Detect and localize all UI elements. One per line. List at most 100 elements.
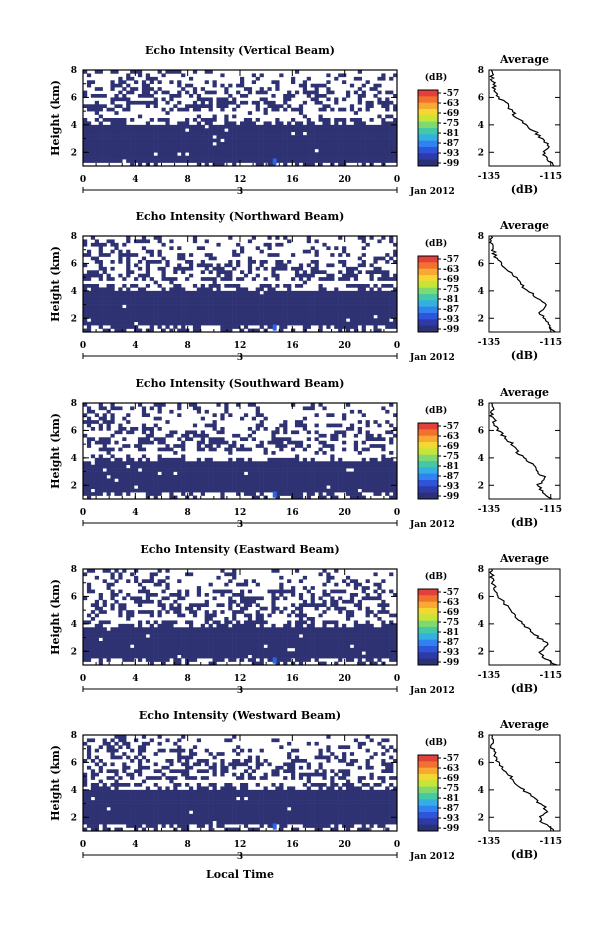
echo-cell	[302, 485, 308, 490]
echo-cell	[306, 461, 311, 466]
echo-cell	[181, 637, 186, 642]
echo-cell	[177, 641, 182, 645]
echo-cell	[86, 461, 92, 466]
echo-cell	[188, 403, 194, 407]
echo-cell	[373, 471, 378, 476]
echo-cell	[220, 627, 225, 632]
echo-cell	[157, 447, 162, 452]
echo-cell	[137, 290, 143, 295]
echo-cell	[302, 427, 308, 431]
echo-cell	[196, 464, 202, 469]
echo-cell	[86, 495, 92, 500]
echo-cell	[287, 471, 292, 476]
echo-cell	[86, 444, 92, 448]
echo-cell	[283, 155, 288, 160]
echo-cell	[381, 454, 386, 459]
echo-cell	[224, 138, 229, 143]
echo-cell	[275, 83, 280, 88]
echo-cell	[145, 654, 151, 659]
echo-cell	[369, 471, 374, 476]
echo-cell	[228, 314, 233, 319]
echo-cell	[279, 318, 284, 323]
echo-cell	[145, 318, 151, 323]
echo-cell	[122, 603, 127, 608]
echo-cell	[271, 641, 276, 645]
echo-cell	[279, 242, 284, 247]
echo-cell	[330, 471, 335, 476]
echo-cell	[232, 97, 237, 102]
echo-cell	[216, 630, 221, 635]
echo-cell	[192, 100, 198, 105]
echo-cell	[302, 155, 308, 160]
echo-cell	[271, 623, 276, 628]
echo-cell	[247, 321, 253, 326]
echo-cell	[294, 297, 300, 302]
echo-cell	[106, 287, 111, 292]
echo-cell	[271, 290, 276, 295]
echo-cell	[192, 131, 198, 136]
echo-cell	[86, 155, 92, 160]
echo-cell	[212, 471, 217, 476]
echo-cell	[83, 641, 88, 645]
echo-cell	[318, 287, 323, 292]
echo-cell	[216, 314, 221, 319]
echo-cell	[157, 159, 162, 163]
echo-cell	[196, 593, 202, 597]
echo-cell	[338, 138, 343, 143]
avg-frame	[488, 402, 561, 500]
echo-cell	[314, 314, 319, 319]
echo-cell	[114, 430, 119, 435]
avg-profile-line	[488, 69, 555, 167]
echo-cell	[212, 613, 217, 618]
colorbar-swatch	[418, 115, 438, 123]
echo-cell	[385, 311, 390, 316]
echo-cell	[130, 70, 135, 74]
echo-cell	[294, 128, 300, 133]
echo-cell	[271, 630, 276, 635]
echo-cell	[114, 83, 119, 88]
echo-cell	[294, 90, 300, 95]
echo-cell	[251, 647, 256, 652]
echo-cell	[188, 263, 194, 268]
echo-cell	[137, 148, 143, 153]
echo-cell	[102, 94, 107, 98]
date-label: Jan 2012	[409, 353, 455, 363]
echo-cell	[137, 124, 143, 129]
echo-cell	[200, 485, 205, 490]
echo-cell	[204, 131, 209, 136]
echo-cell	[204, 464, 209, 469]
echo-cell	[181, 294, 186, 299]
echo-cell	[169, 630, 174, 635]
echo-cell	[94, 481, 99, 486]
echo-cell	[118, 589, 123, 594]
echo-cell	[173, 290, 178, 295]
echo-cell	[357, 138, 362, 143]
echo-cell	[369, 273, 374, 278]
echo-cell	[228, 596, 233, 601]
echo-cell	[126, 297, 131, 302]
echo-cell	[204, 423, 209, 428]
echo-cell	[263, 328, 268, 333]
echo-cell	[181, 270, 186, 275]
echo-cell	[259, 647, 264, 652]
echo-cell	[114, 301, 119, 305]
echo-cell	[306, 277, 311, 281]
echo-cell	[161, 468, 166, 472]
echo-cell	[283, 623, 288, 628]
echo-cell	[208, 623, 213, 628]
echo-cell	[90, 94, 96, 98]
echo-cell	[287, 304, 292, 309]
echo-cell	[345, 284, 351, 288]
echo-cell	[204, 97, 209, 102]
echo-cell	[283, 488, 288, 493]
echo-cell	[161, 603, 166, 608]
echo-cell	[275, 457, 280, 462]
echo-cell	[385, 114, 390, 119]
echo-cell	[271, 321, 276, 326]
echo-cell	[106, 647, 111, 652]
echo-cell	[114, 457, 119, 462]
echo-cell	[161, 304, 166, 309]
echo-cell	[279, 644, 284, 649]
echo-cell	[255, 273, 260, 278]
echo-cell	[192, 471, 198, 476]
